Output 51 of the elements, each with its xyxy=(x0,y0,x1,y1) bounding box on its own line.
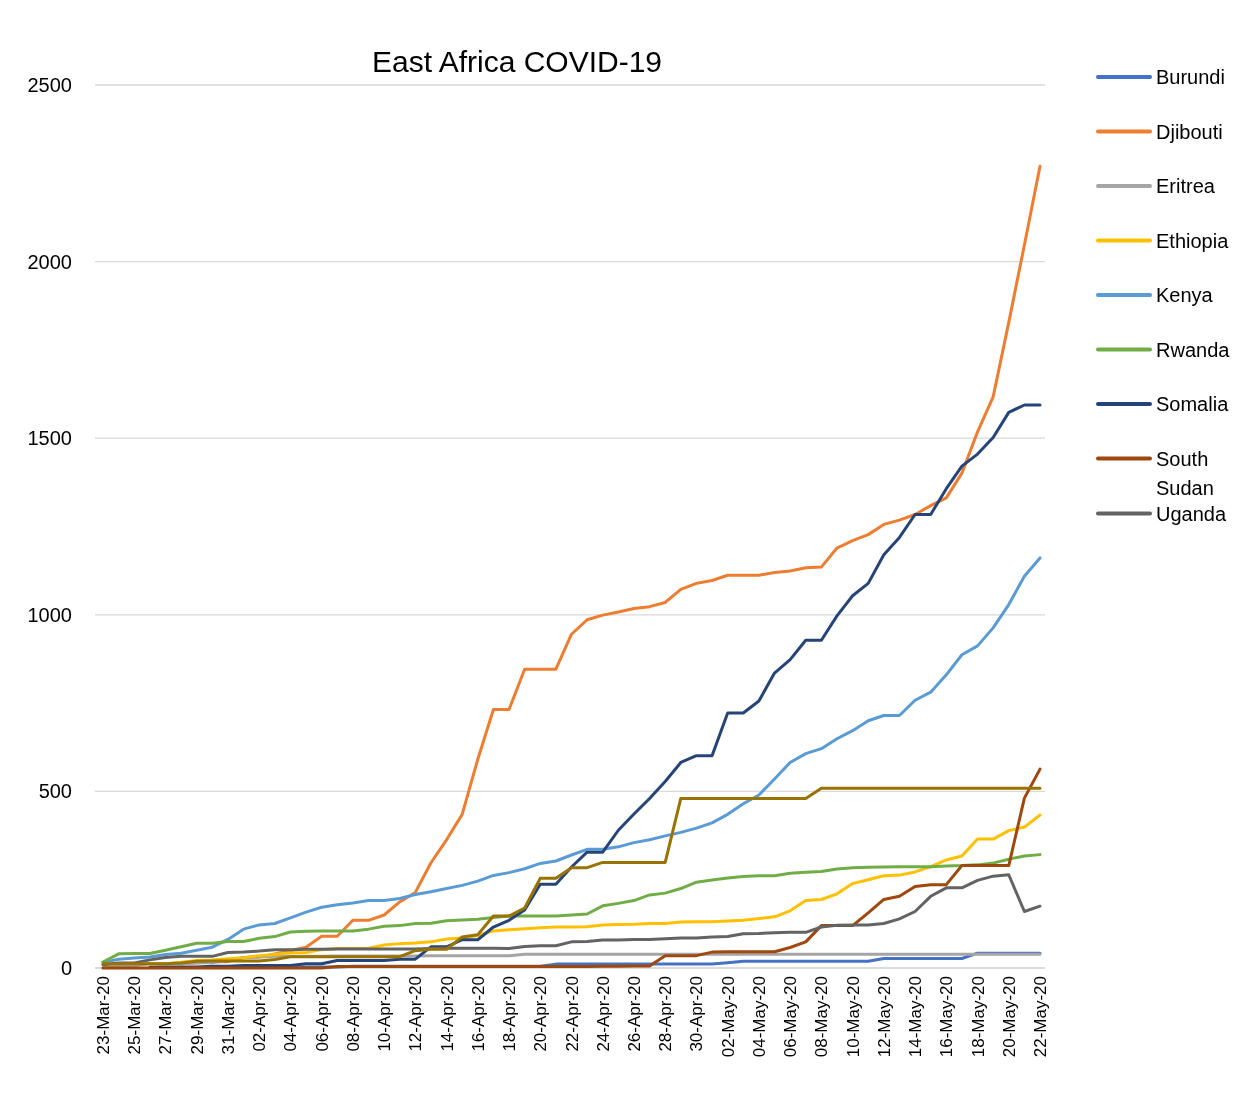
x-tick-label: 10-Apr-20 xyxy=(375,976,395,1052)
x-tick-label: 29-Mar-20 xyxy=(187,976,207,1055)
x-tick-label: 24-Apr-20 xyxy=(593,976,613,1052)
x-tick-label: 14-Apr-20 xyxy=(437,976,457,1052)
x-tick-label: 27-Mar-20 xyxy=(156,976,176,1055)
legend-label: Somalia xyxy=(1156,393,1230,415)
y-tick-label: 1500 xyxy=(27,427,72,450)
legend-label: South Sudan xyxy=(1156,447,1214,499)
x-tick-label: 02-Apr-20 xyxy=(250,976,270,1052)
y-tick-label: 2000 xyxy=(27,250,72,273)
x-tick-label: 04-Apr-20 xyxy=(281,976,301,1052)
x-tick-label: 08-Apr-20 xyxy=(343,976,363,1052)
x-tick-label: 16-Apr-20 xyxy=(468,976,488,1052)
x-tick-label: 16-May-20 xyxy=(937,976,957,1058)
line-series xyxy=(101,873,1042,967)
x-tick-label: 06-Apr-20 xyxy=(312,976,332,1052)
x-tick-label: 22-May-20 xyxy=(1031,976,1050,1058)
x-tick-label: 28-Apr-20 xyxy=(656,976,676,1052)
line-series xyxy=(148,403,1042,969)
legend-label: Eritrea xyxy=(1156,175,1216,197)
legend-label: Kenya xyxy=(1156,284,1214,306)
y-tick-label: 500 xyxy=(38,780,72,803)
x-tick-label: 20-Apr-20 xyxy=(531,976,551,1052)
legend-label: Burundi xyxy=(1156,66,1225,88)
y-tick-label: 0 xyxy=(60,957,72,979)
x-tick-label: 12-May-20 xyxy=(874,976,894,1058)
x-tick-label: 06-May-20 xyxy=(781,976,801,1058)
x-tick-label: 31-Mar-20 xyxy=(218,976,238,1055)
y-tick-label: 1000 xyxy=(27,603,72,626)
x-tick-label: 10-May-20 xyxy=(843,976,863,1058)
x-tick-label: 02-May-20 xyxy=(718,976,738,1058)
x-tick-label: 22-Apr-20 xyxy=(562,976,582,1052)
chart-title: East Africa COVID-19 xyxy=(371,45,663,78)
x-tick-label: 23-Mar-20 xyxy=(94,976,113,1055)
y-tick-label: 2500 xyxy=(27,74,72,96)
legend-label: Rwanda xyxy=(1156,338,1231,361)
x-tick-label: 20-May-20 xyxy=(999,976,1019,1058)
x-tick-label: 14-May-20 xyxy=(906,976,926,1058)
x-tick-label: 04-May-20 xyxy=(749,976,769,1058)
x-tick-label: 18-Apr-20 xyxy=(500,976,520,1052)
x-tick-label: 26-Apr-20 xyxy=(624,976,644,1052)
line-series xyxy=(101,853,1042,964)
x-tick-label: 12-Apr-20 xyxy=(406,976,426,1052)
legend-label: Ethiopia xyxy=(1156,229,1230,252)
legend-label: Uganda xyxy=(1156,502,1227,525)
line-series xyxy=(101,556,1042,964)
legend-label: Djibouti xyxy=(1156,120,1223,143)
x-tick-label: 25-Mar-20 xyxy=(125,976,145,1055)
x-tick-label: 30-Apr-20 xyxy=(687,976,707,1052)
x-tick-label: 18-May-20 xyxy=(968,976,988,1058)
x-tick-label: 08-May-20 xyxy=(812,976,832,1058)
